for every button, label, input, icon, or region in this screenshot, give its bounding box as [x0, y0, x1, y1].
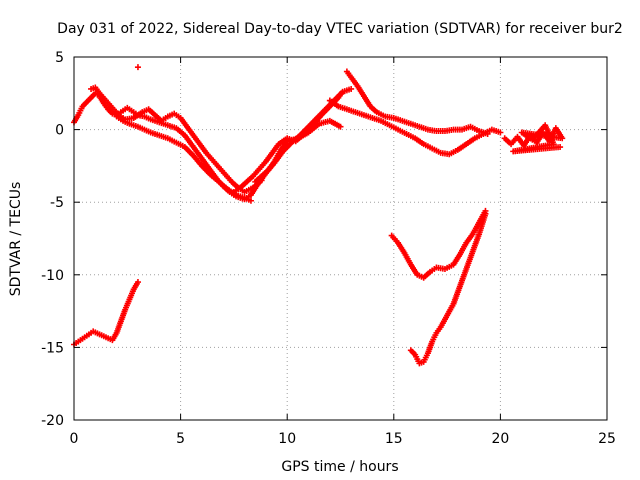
- data-layer: [71, 64, 566, 367]
- series-track-3: [113, 113, 254, 204]
- series-track-9: [71, 279, 141, 348]
- y-tick-label: 0: [55, 123, 64, 139]
- y-tick-label: 5: [55, 50, 64, 66]
- data-point: [247, 197, 254, 204]
- series-track-1: [71, 85, 355, 203]
- axes: 0 5 10 15 20 25 -20 -15 -10 -5 0 5: [41, 50, 616, 447]
- data-point: [497, 129, 504, 136]
- data-point: [348, 85, 355, 92]
- data-point: [339, 88, 346, 95]
- data-point: [482, 210, 489, 217]
- x-tick-label: 15: [385, 431, 403, 447]
- y-tick-label: -10: [41, 268, 64, 284]
- x-tick-label: 25: [598, 431, 616, 447]
- plot-frame: [73, 56, 608, 421]
- x-tick-label: 0: [70, 431, 79, 447]
- data-point: [134, 64, 141, 71]
- x-tick-label: 10: [278, 431, 296, 447]
- data-point: [557, 144, 564, 151]
- y-tick-label: -20: [41, 413, 64, 429]
- y-axis-label: SDTVAR / TECUs: [8, 182, 24, 297]
- data-point: [134, 279, 141, 286]
- series-track-7: [326, 97, 504, 158]
- data-point: [337, 123, 344, 130]
- x-tick-label: 20: [491, 431, 509, 447]
- x-tick-label: 5: [176, 431, 185, 447]
- y-tick-label: -5: [50, 195, 64, 211]
- chart-title: Day 031 of 2022, Sidereal Day-to-day VTE…: [57, 21, 623, 37]
- x-axis-label: GPS time / hours: [281, 459, 398, 475]
- y-tick-label: -15: [41, 340, 64, 356]
- series-track-11: [407, 210, 489, 367]
- series-outlier: [134, 64, 141, 71]
- series-track-2: [88, 84, 265, 196]
- series-track-8: [501, 122, 566, 155]
- series-track-5: [252, 117, 344, 185]
- series-track-6: [343, 68, 491, 137]
